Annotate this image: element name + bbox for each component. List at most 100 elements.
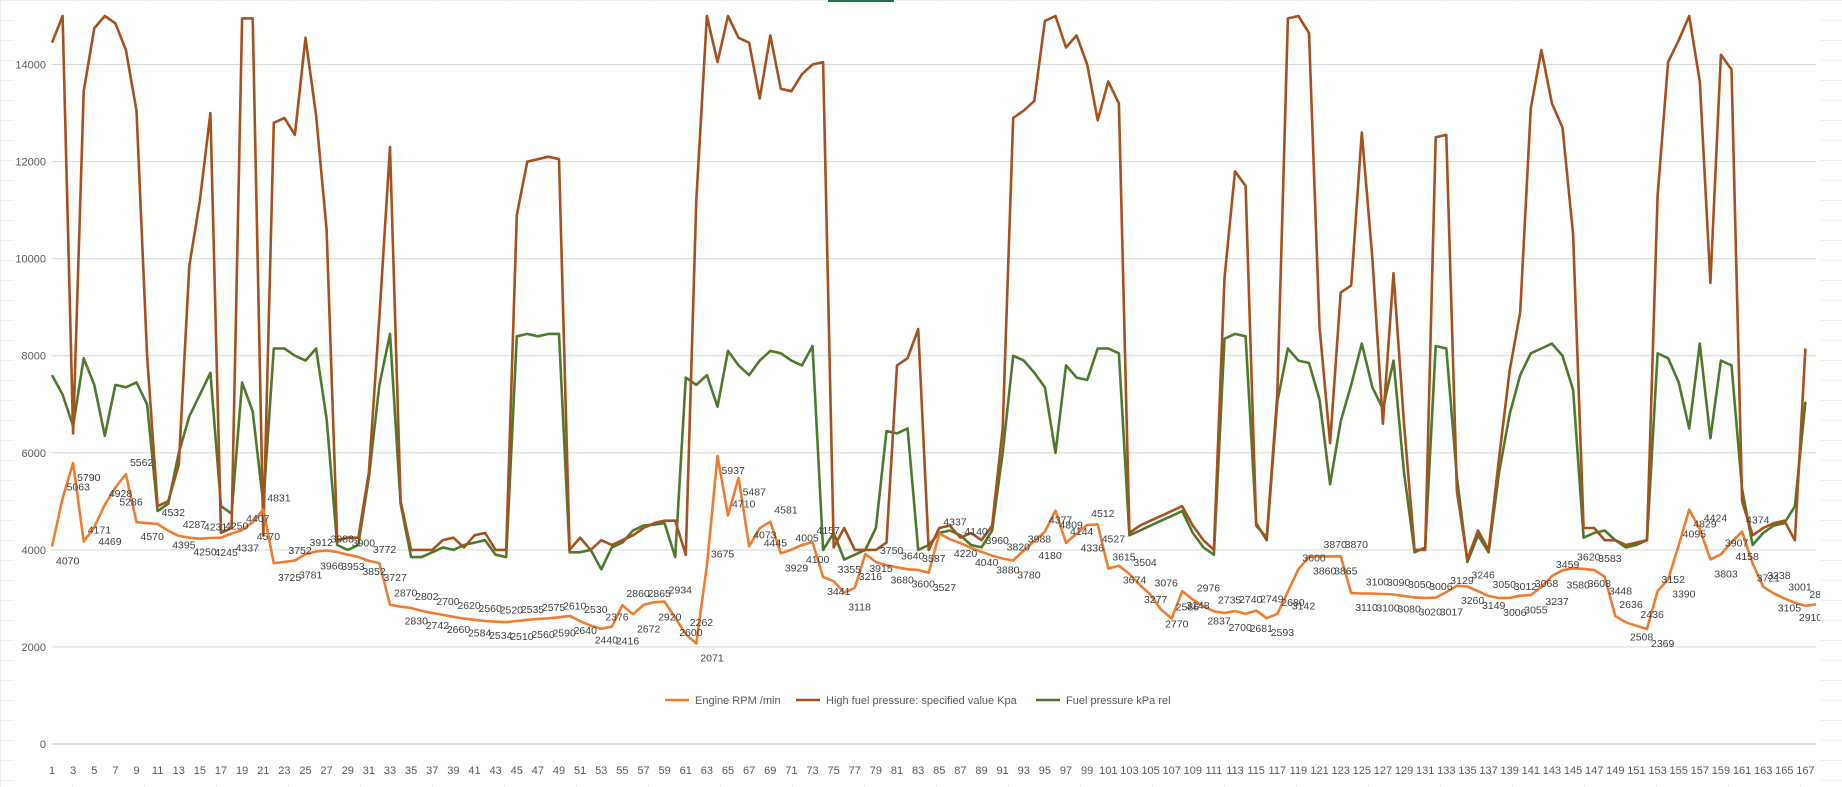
chart-area[interactable]: 0 2000 4000 6000 8000 10000 12000 14000 1 3 5 7 9 11 1…: [14, 2, 1820, 784]
data-label: 3390: [1672, 588, 1696, 600]
data-label: 3929: [785, 562, 809, 574]
data-label: 3608: [1588, 578, 1612, 590]
x-tick-label: 83: [912, 765, 924, 777]
data-label: 5790: [77, 472, 101, 484]
data-label: 2600: [679, 627, 703, 639]
data-label: 4287: [183, 519, 207, 531]
data-label: 3527: [933, 582, 957, 594]
x-tick-label: 21: [257, 765, 269, 777]
data-label: 5937: [721, 465, 745, 477]
x-tick-label: 157: [1691, 765, 1709, 777]
data-label: 4250: [193, 547, 217, 559]
x-tick-label: 75: [828, 765, 840, 777]
data-label: 3803: [1714, 568, 1738, 580]
x-tick-label: 119: [1290, 765, 1308, 777]
data-label: 3260: [1461, 595, 1485, 607]
data-label: 3006: [1503, 607, 1527, 619]
legend-item-2[interactable]: Fuel pressure kPa rel: [1036, 695, 1171, 707]
data-label: 3583: [1598, 553, 1622, 565]
x-tick-label: 67: [743, 765, 755, 777]
x-tick-label: 25: [299, 765, 311, 777]
data-label: 3780: [1017, 570, 1041, 582]
series-line-0[interactable]: [50, 454, 1817, 645]
data-label: 4144: [1070, 526, 1094, 538]
data-label: 3750: [880, 545, 904, 557]
data-label: 4095: [1683, 528, 1707, 540]
data-label: 3580: [1566, 579, 1590, 591]
data-label: 2534: [489, 630, 513, 642]
legend-label: Fuel pressure kPa rel: [1066, 695, 1171, 707]
y-tick-label: 8000: [22, 351, 46, 363]
data-label: 2660: [447, 624, 471, 636]
data-label: 2681: [1250, 623, 1274, 635]
data-label: 2802: [415, 591, 439, 603]
data-label: 4570: [257, 531, 281, 543]
data-label: 3870: [1345, 539, 1369, 551]
legend-item-1[interactable]: High fuel pressure: specified value Kpa: [796, 695, 1018, 707]
y-tick-label: 4000: [22, 545, 46, 557]
x-tick-label: 93: [1018, 765, 1030, 777]
data-label: 3953: [341, 561, 365, 573]
data-label: 3142: [1292, 601, 1316, 613]
data-label: 3355: [838, 564, 862, 576]
data-label: 2508: [1630, 631, 1654, 643]
data-label: 3600: [912, 578, 936, 590]
data-label: 2590: [552, 627, 576, 639]
data-label: 2071: [700, 652, 724, 664]
data-label: 3752: [288, 545, 312, 557]
data-label: 3615: [1112, 552, 1136, 564]
data-label: 4395: [172, 540, 196, 552]
x-tick-label: 165: [1775, 765, 1793, 777]
data-label: 4231: [204, 522, 228, 534]
data-label: 2560: [531, 629, 555, 641]
series-line-1[interactable]: [50, 14, 1807, 561]
data-label: 2740: [1239, 594, 1263, 606]
data-label: 3118: [848, 602, 871, 614]
x-tick-label: 49: [553, 765, 565, 777]
x-tick-label: 163: [1754, 765, 1772, 777]
legend-item-0[interactable]: Engine RPM /min: [665, 695, 781, 707]
data-label: 2920: [658, 611, 682, 623]
data-label: 4469: [98, 536, 122, 548]
x-tick-label: 89: [975, 765, 987, 777]
x-tick-label: 107: [1162, 765, 1180, 777]
x-tick-label: 51: [574, 765, 586, 777]
data-label: 2870: [394, 588, 418, 600]
x-tick-label: 151: [1627, 765, 1645, 777]
x-tick-label: 81: [891, 765, 903, 777]
data-label: 3129: [1450, 575, 1474, 587]
y-tick-label: 10000: [15, 254, 46, 266]
data-label: 4831: [267, 493, 291, 505]
x-tick-label: 133: [1437, 765, 1455, 777]
data-label: 3050: [1493, 579, 1517, 591]
data-label: 3865: [1334, 565, 1358, 577]
data-label: 2742: [426, 620, 450, 632]
data-label: 2530: [584, 604, 608, 616]
legend[interactable]: Engine RPM /min High fuel pressure: speci…: [665, 695, 1171, 707]
data-label: 4374: [1746, 515, 1770, 527]
data-label: 2976: [1197, 583, 1221, 595]
x-tick-label: 109: [1184, 765, 1202, 777]
data-label: 4337: [236, 543, 260, 555]
x-tick-label: 101: [1099, 765, 1117, 777]
data-label: 3100: [1366, 577, 1390, 589]
data-label: 3080: [1397, 604, 1421, 616]
data-label: 3459: [1556, 559, 1580, 571]
data-label: 5487: [743, 487, 767, 499]
data-label: 4337: [943, 517, 967, 529]
data-label: 2610: [563, 600, 587, 612]
x-tick-label: 135: [1458, 765, 1476, 777]
data-label: 4040: [975, 557, 999, 569]
data-label: 3820: [1007, 542, 1031, 554]
data-label: 3988: [1028, 533, 1052, 545]
data-label: 2749: [1260, 594, 1284, 606]
data-label: 3148: [1186, 600, 1210, 612]
y-tick-label: 2000: [22, 642, 46, 654]
x-tick-label: 161: [1733, 765, 1751, 777]
data-label: 2593: [1271, 627, 1295, 639]
data-label: 3050: [1408, 579, 1432, 591]
x-tick-label: 71: [785, 765, 797, 777]
x-tick-label: 113: [1226, 765, 1244, 777]
data-label: 2735: [1218, 594, 1242, 606]
